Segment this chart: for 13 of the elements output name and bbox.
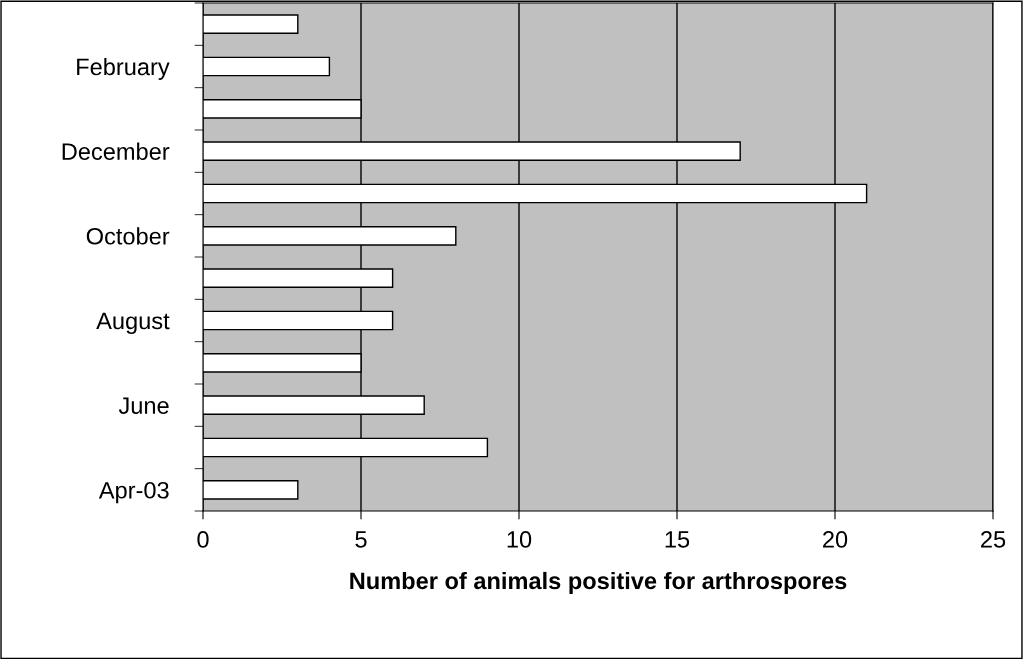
x-tick-label: 15 (665, 531, 690, 548)
y-tick-label: December (62, 142, 170, 160)
x-axis-title: Number of animals positive for arthrospores (350, 571, 847, 594)
y-tick-label: June (118, 397, 169, 414)
y-tick-label: August (96, 312, 170, 334)
y-tick-label: February (77, 57, 170, 80)
y-tick-label: October (86, 227, 170, 245)
x-tick-label: 10 (507, 531, 532, 548)
y-tick-label: Apr-03 (98, 481, 169, 504)
x-tick-label: 0 (197, 531, 209, 548)
x-tick-label: 5 (355, 531, 367, 548)
x-tick-label: 25 (981, 531, 1006, 548)
x-tick-label: 20 (823, 531, 848, 548)
